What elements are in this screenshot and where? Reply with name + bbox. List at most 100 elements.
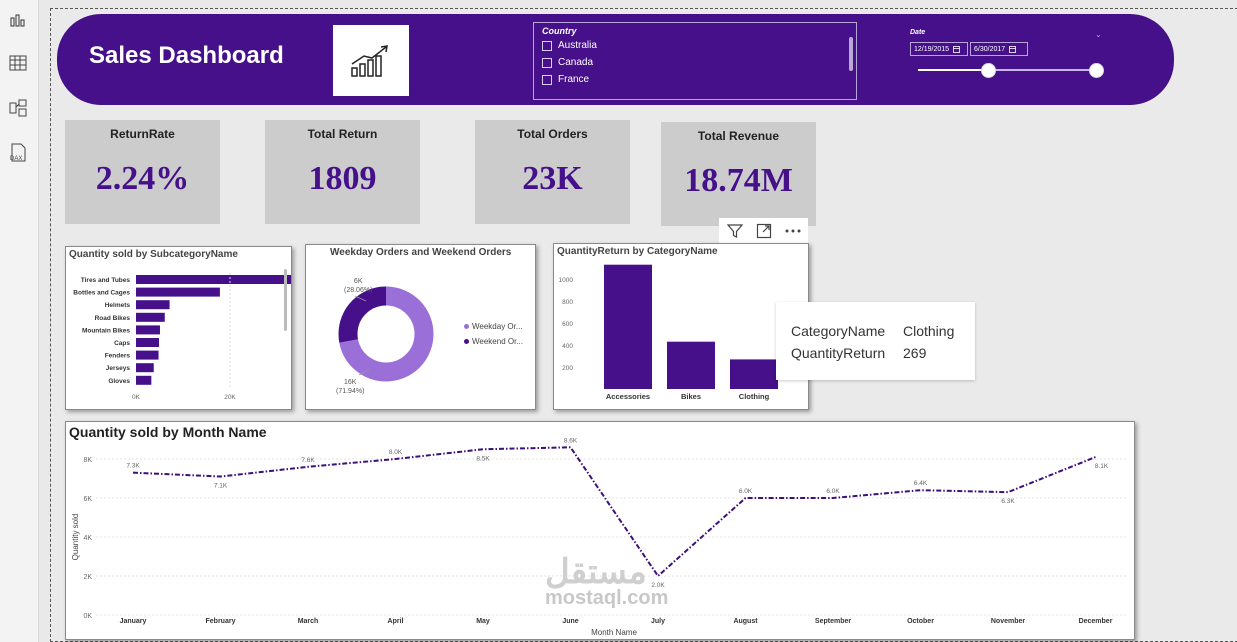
header-banner	[57, 14, 1174, 105]
data-label: 7.1K	[214, 483, 228, 490]
country-option[interactable]: France	[542, 74, 589, 85]
dax-icon[interactable]: DAX	[7, 142, 29, 164]
svg-text:DAX: DAX	[10, 156, 22, 162]
x-tick-label: October	[907, 618, 934, 625]
y-tick-label: 4K	[83, 535, 92, 542]
checkbox-icon[interactable]	[542, 40, 552, 51]
donut-label-weekday: 16K (71.94%)	[336, 379, 365, 395]
category-label: Tires and Tubes	[81, 277, 131, 284]
leader-line	[358, 369, 370, 376]
start-date-input[interactable]: 12/19/2015	[910, 42, 968, 56]
bar	[136, 275, 291, 284]
weekday-weekend-donut-chart[interactable]: Weekday Orders and Weekend Orders 6K (28…	[305, 244, 536, 410]
end-date-input[interactable]: 6/30/2017	[970, 42, 1028, 56]
x-tick-label: May	[476, 618, 490, 625]
legend-item[interactable]: Weekend Or...	[464, 337, 523, 346]
x-tick-label: November	[991, 618, 1026, 625]
country-scrollbar[interactable]	[849, 37, 853, 71]
bar	[136, 325, 160, 335]
tick-label: 0K	[132, 394, 141, 401]
kpi-card-total-orders[interactable]: Total Orders 23K	[475, 120, 630, 224]
date-range-track[interactable]	[918, 69, 1096, 71]
donut-slice	[338, 286, 434, 382]
x-tick-label: January	[120, 618, 147, 625]
tooltip-row: CategoryName Clothing	[791, 323, 955, 339]
kpi-value: 2.24%	[95, 160, 190, 197]
data-label: 6.0K	[826, 488, 840, 495]
calendar-icon[interactable]	[953, 45, 960, 53]
legend-item[interactable]: Weekday Or...	[464, 322, 523, 331]
data-label: 6.4K	[914, 480, 928, 487]
donut-plot	[338, 286, 434, 382]
chart-title: Quantity sold by Month Name	[69, 424, 267, 440]
legend-marker-icon	[464, 324, 469, 329]
kpi-title: Total Return	[307, 127, 378, 141]
checkbox-icon[interactable]	[542, 74, 552, 85]
chart-title: QuantityReturn by CategoryName	[557, 246, 718, 257]
month-line-chart[interactable]: Quantity sold by Month Name 0K 2K 4K 6K 8K Ja…	[65, 421, 1135, 640]
data-label: 8.5K	[476, 455, 490, 462]
chevron-down-icon[interactable]: ⌄	[1095, 30, 1102, 39]
subcategory-bar-plot: Tires and Tubes Bottles and Cages Helmets R…	[73, 273, 291, 401]
date-start-handle[interactable]	[981, 63, 996, 78]
category-label: Mountain Bikes	[82, 327, 130, 334]
data-label: 8.1K	[1095, 463, 1109, 470]
category-label: Fenders	[105, 353, 131, 360]
filter-icon[interactable]	[720, 223, 749, 239]
bar	[667, 341, 715, 389]
y-axis-label: Quantity sold	[71, 514, 80, 561]
visual-header	[719, 218, 808, 243]
country-slicer[interactable]: Country Australia Canada France	[533, 22, 857, 100]
bar	[136, 300, 170, 310]
dashboard-title: Sales Dashboard	[89, 42, 284, 69]
tick-label: 20K	[224, 394, 236, 401]
category-label: Helmets	[105, 302, 131, 309]
tick-label: 800	[562, 299, 573, 306]
watermark: مستقل mostaql.com	[545, 553, 669, 609]
x-tick-label: April	[388, 618, 404, 625]
x-tick-label: June	[562, 618, 578, 625]
kpi-title: Total Revenue	[697, 129, 780, 143]
model-view-icon[interactable]	[7, 97, 29, 119]
kpi-card-total-return[interactable]: Total Return 1809	[265, 120, 420, 224]
date-slicer-label: Date	[910, 29, 926, 36]
data-label: 8.6K	[564, 437, 578, 444]
focus-mode-icon[interactable]	[749, 223, 778, 239]
more-options-icon[interactable]	[778, 228, 807, 234]
category-label: Bottles and Cages	[73, 290, 130, 297]
quantity-return-bar-chart[interactable]: QuantityReturn by CategoryName 1000 800 60…	[553, 243, 809, 410]
chart-scrollbar[interactable]	[284, 269, 287, 331]
country-option[interactable]: Canada	[542, 57, 593, 68]
kpi-card-return-rate[interactable]: ReturnRate 2.24%	[65, 120, 220, 224]
data-view-icon[interactable]	[7, 52, 29, 74]
x-tick-label: March	[298, 618, 319, 625]
tick-label: 1000	[559, 277, 574, 284]
category-label: Road Bikes	[95, 315, 131, 322]
tooltip: CategoryName Clothing QuantityReturn 269	[776, 302, 975, 380]
bar	[136, 363, 154, 373]
bar	[730, 359, 778, 389]
watermark-logo: مستقل	[545, 553, 647, 591]
category-label: Caps	[114, 340, 130, 347]
tick-label: 400	[562, 343, 573, 350]
category-label: Clothing	[739, 392, 770, 401]
subcategory-bar-chart[interactable]: Quantity sold by SubcategoryName Tires a…	[65, 246, 292, 410]
line-plot: 0K 2K 4K 6K 8K January 7.3K February 7.1K March 7.…	[71, 437, 1126, 637]
report-view-icon[interactable]	[7, 9, 29, 31]
y-tick-label: 0K	[83, 613, 92, 620]
data-label: 7.6K	[301, 457, 315, 464]
y-tick-label: 8K	[83, 457, 92, 464]
country-option[interactable]: Australia	[542, 40, 597, 51]
kpi-card-total-revenue[interactable]: Total Revenue 18.74M	[661, 122, 816, 226]
checkbox-icon[interactable]	[542, 57, 552, 68]
category-label: Accessories	[606, 392, 650, 401]
x-tick-label: August	[733, 618, 758, 625]
chart-title: Quantity sold by SubcategoryName	[69, 249, 238, 260]
calendar-icon[interactable]	[1009, 45, 1017, 53]
donut-label-weekend: 6K (28.06%)	[344, 278, 373, 294]
kpi-value: 23K	[522, 160, 583, 197]
tooltip-row: QuantityReturn 269	[791, 345, 927, 361]
bar	[136, 338, 160, 347]
date-end-handle[interactable]	[1089, 63, 1104, 78]
return-bar-plot: 1000 800 600 400 200 Accessories Bikes Clothing	[559, 264, 778, 401]
